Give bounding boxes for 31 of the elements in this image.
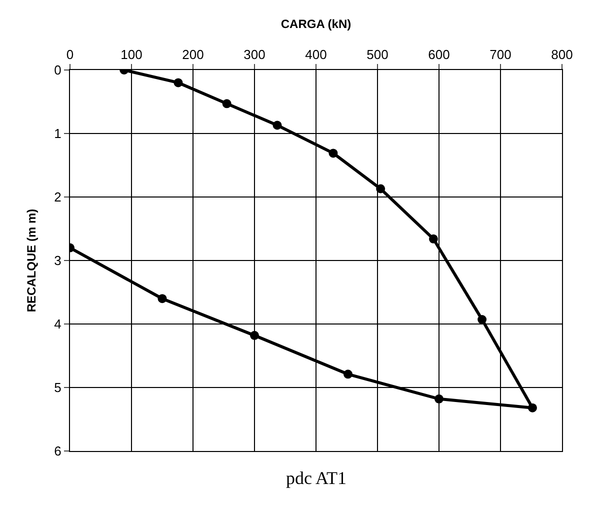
y-axis-title: RECALQUE (m m) (24, 208, 38, 312)
point (343, 370, 352, 379)
x-tick-label: 800 (551, 46, 573, 62)
x-axis-title: CARGA (kN) (280, 17, 352, 32)
point (158, 294, 167, 304)
x-tick-label: 500 (366, 46, 388, 62)
point (528, 403, 537, 412)
point (434, 394, 444, 404)
point (478, 315, 487, 324)
point (174, 78, 183, 88)
x-tick-label: 700 (490, 46, 512, 62)
y-tick-label: 6 (54, 444, 62, 459)
y-tick-label: 1 (54, 126, 62, 142)
x-tick-label: 300 (244, 46, 266, 62)
point (222, 99, 232, 108)
text: pdc AT1 (286, 468, 346, 488)
y-tick-label: 3 (54, 253, 62, 268)
point (428, 234, 438, 244)
x-tick-label: 400 (305, 46, 327, 62)
point (328, 148, 338, 158)
y-tick-label: 5 (54, 380, 62, 396)
x-tick-label: 200 (182, 46, 204, 62)
point (376, 184, 386, 194)
y-tick-label: 0 (54, 62, 62, 78)
point (272, 120, 282, 130)
x-tick-label: 600 (428, 46, 450, 62)
x-tick-label: 100 (120, 46, 142, 62)
y-tick-label: 2 (54, 190, 62, 205)
x-tick-label: 0 (66, 46, 74, 62)
y-tick-label: 4 (54, 316, 62, 332)
point (250, 330, 259, 340)
